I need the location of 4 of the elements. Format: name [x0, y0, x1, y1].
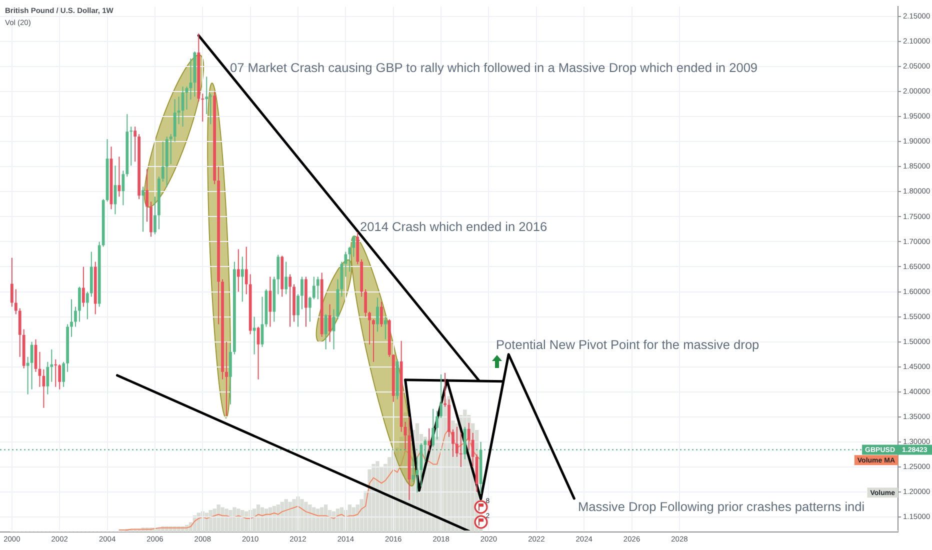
annotation: 07 Market Crash causing GBP to rally which followed in a Massive Drop which ended in 2009 [230, 60, 758, 76]
annotation: 2014 Crash which ended in 2016 [360, 219, 548, 234]
annotation: Massive Drop Following prior crashes patterns indi [578, 499, 865, 514]
annotation: Potential New Pivot Point for the massive drop [496, 337, 760, 352]
